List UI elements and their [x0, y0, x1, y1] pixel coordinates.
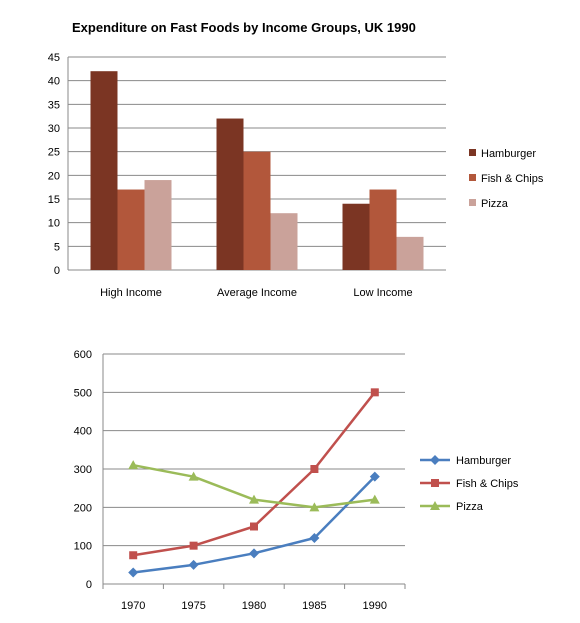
point-pizza-1980	[249, 494, 259, 504]
bar-x-tick-label: High Income	[100, 287, 162, 299]
bar-hamburger-average-income	[216, 118, 244, 271]
bar-legend-label-fish-chips: Fish & Chips	[481, 173, 544, 185]
bar-y-tick-label: 15	[48, 194, 60, 206]
bar-y-tick-label: 25	[48, 147, 60, 159]
point-hamburger-1980	[249, 548, 259, 559]
bar-legend-label-pizza: Pizza	[481, 198, 509, 210]
line-y-tick-label: 400	[74, 426, 92, 438]
line-legend-marker-hamburger	[430, 455, 440, 465]
bar-legend-swatch-pizza	[469, 199, 476, 206]
bar-y-tick-label: 40	[48, 76, 60, 88]
line-x-tick-label: 1990	[363, 600, 387, 612]
point-pizza-1970	[128, 460, 139, 470]
bar-x-tick-label: Average Income	[217, 287, 297, 299]
bar-fish-chips-average-income	[243, 151, 271, 270]
bar-chart: 0 5 10 15 20 25 30 35 40 45 High Income Average Inc…	[48, 52, 544, 299]
line-legend-label-fish-chips: Fish & Chips	[456, 478, 519, 490]
bar-legend-swatch-fish-chips	[469, 174, 476, 181]
point-hamburger-1990	[369, 471, 380, 482]
point-pizza-1975	[188, 471, 199, 481]
line-y-tick-label: 100	[74, 541, 92, 553]
point-fish-chips-1980	[250, 522, 258, 531]
line-x-tick-label: 1980	[242, 600, 266, 612]
bar-fish-chips-high-income	[117, 189, 145, 270]
line-chart: 0 100 200 300 400 500 600 1970 1975 1980 1985 1990 H…	[74, 349, 519, 612]
bar-y-tick-label: 30	[48, 123, 60, 135]
point-pizza-1985	[309, 502, 320, 512]
line-x-tick-label: 1985	[302, 600, 326, 612]
point-fish-chips-1990	[370, 388, 379, 397]
point-hamburger-1985	[309, 533, 320, 543]
bar-y-tick-label: 5	[54, 241, 60, 253]
point-hamburger-1970	[128, 567, 139, 578]
line-series-fish-chips	[133, 391, 376, 557]
bar-y-tick-label: 20	[48, 170, 60, 182]
bar-legend-label-hamburger: Hamburger	[481, 148, 536, 160]
line-y-tick-label: 500	[74, 387, 92, 399]
point-hamburger-1975	[188, 559, 199, 570]
line-y-tick-label: 200	[74, 502, 92, 514]
bar-y-tick-label: 45	[48, 52, 60, 64]
line-y-tick-label: 300	[74, 464, 92, 476]
line-legend-marker-pizza	[430, 501, 440, 510]
bar-hamburger-low-income	[342, 203, 370, 270]
line-gridlines	[103, 353, 405, 585]
bar-legend-swatch-hamburger	[469, 149, 476, 156]
bar-x-tick-label: Low Income	[353, 287, 412, 299]
point-fish-chips-1985	[310, 465, 319, 473]
line-legend-label-hamburger: Hamburger	[456, 455, 511, 467]
bar-y-tick-label: 0	[54, 265, 60, 277]
bar-pizza-average-income	[270, 213, 298, 270]
bar-pizza-low-income	[396, 236, 424, 270]
bar-y-tick-label: 35	[48, 99, 60, 111]
point-fish-chips-1970	[129, 551, 138, 560]
point-fish-chips-1975	[189, 541, 198, 550]
line-x-tick-label: 1975	[181, 600, 205, 612]
line-legend-marker-fish-chips	[431, 479, 439, 487]
bar-pizza-high-income	[144, 180, 172, 270]
bar-fish-chips-low-income	[369, 189, 397, 270]
bar-chart-title: Expenditure on Fast Foods by Income Grou…	[72, 20, 416, 35]
line-x-tick-label: 1970	[121, 600, 145, 612]
bar-y-tick-label: 10	[48, 218, 60, 230]
point-pizza-1990	[369, 494, 380, 504]
line-y-tick-label: 0	[86, 579, 92, 591]
bar-hamburger-high-income	[90, 71, 118, 270]
line-y-tick-label: 600	[74, 349, 92, 361]
line-legend-label-pizza: Pizza	[456, 501, 484, 513]
